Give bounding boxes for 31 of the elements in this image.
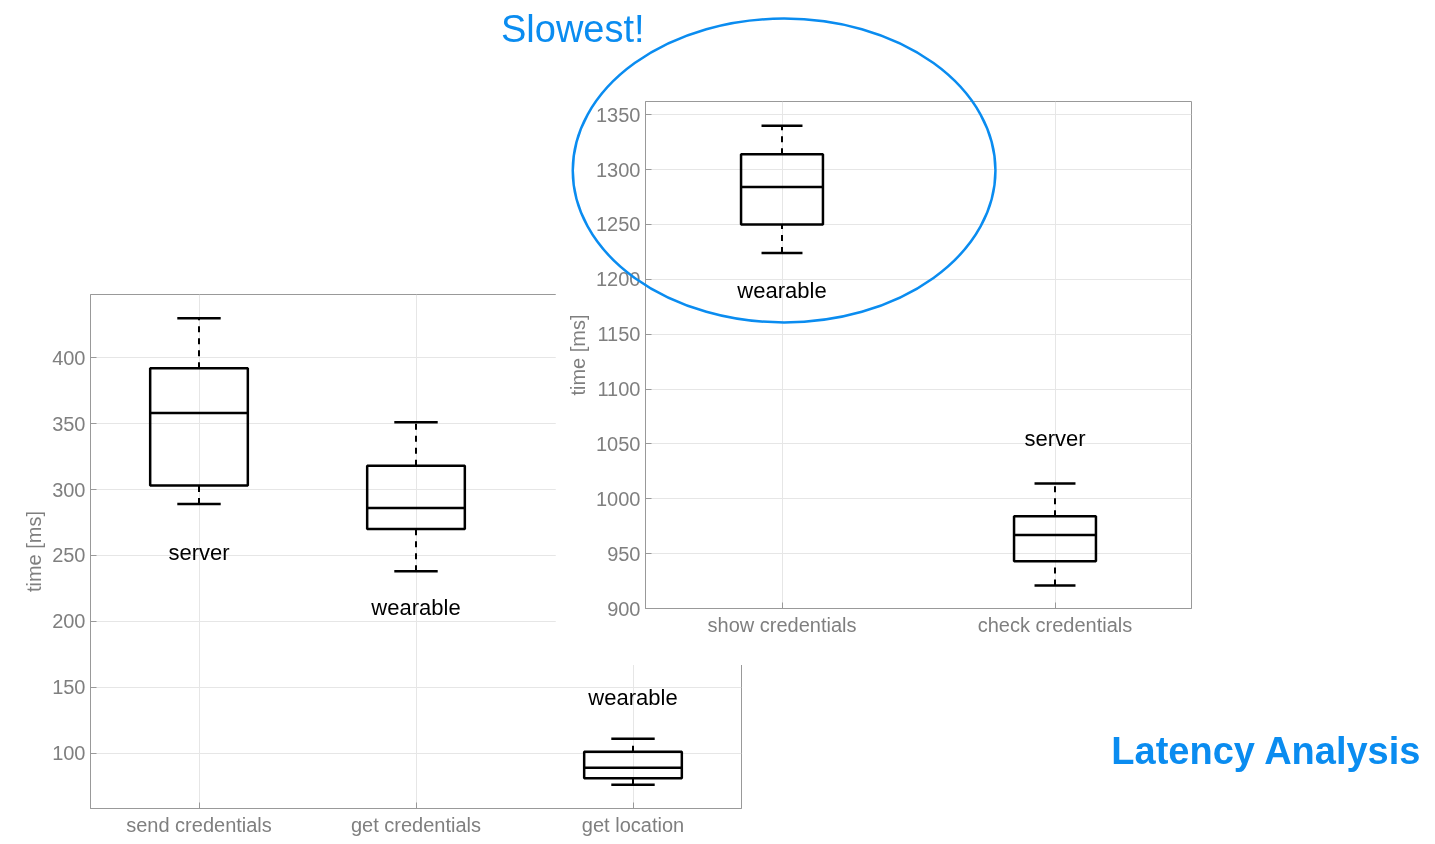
x-tick-label: check credentials — [977, 613, 1133, 636]
y-tick-label: 400 — [52, 346, 86, 369]
annotation: wearable — [370, 594, 461, 620]
y-tick-label: 950 — [607, 542, 641, 565]
y-tick-label: 1350 — [596, 103, 641, 126]
y-tick-label: 1300 — [596, 158, 641, 181]
y-tick-label: 1200 — [596, 268, 641, 291]
x-tick-label: send credentials — [126, 813, 272, 836]
y-tick-label: 1050 — [596, 432, 641, 455]
y-axis-title: time [ms] — [23, 510, 46, 593]
y-tick-label: 350 — [52, 412, 86, 435]
text: Latency Analysis — [1111, 729, 1421, 772]
annotation: server — [1024, 425, 1086, 451]
annotation: wearable — [587, 685, 678, 711]
y-tick-label: 1100 — [597, 378, 641, 401]
y-tick-label: 250 — [52, 544, 86, 567]
y-tick-label: 200 — [52, 610, 86, 633]
y-tick-label: 100 — [52, 742, 86, 765]
y-tick-label: 1000 — [596, 487, 641, 510]
x-tick-label: get credentials — [350, 813, 482, 836]
y-tick-label: 150 — [52, 676, 86, 699]
annotation: server — [168, 539, 230, 565]
y-tick-label: 1150 — [597, 323, 641, 346]
text: Slowest! — [500, 7, 645, 50]
x-tick-label: get location — [581, 813, 685, 836]
y-tick-label: 900 — [607, 597, 641, 620]
y-tick-label: 1250 — [596, 213, 641, 236]
annotation: wearable — [736, 278, 827, 304]
y-tick-label: 300 — [52, 478, 86, 501]
y-axis-title: time [ms] — [567, 314, 590, 396]
x-tick-label: show credentials — [707, 613, 857, 636]
